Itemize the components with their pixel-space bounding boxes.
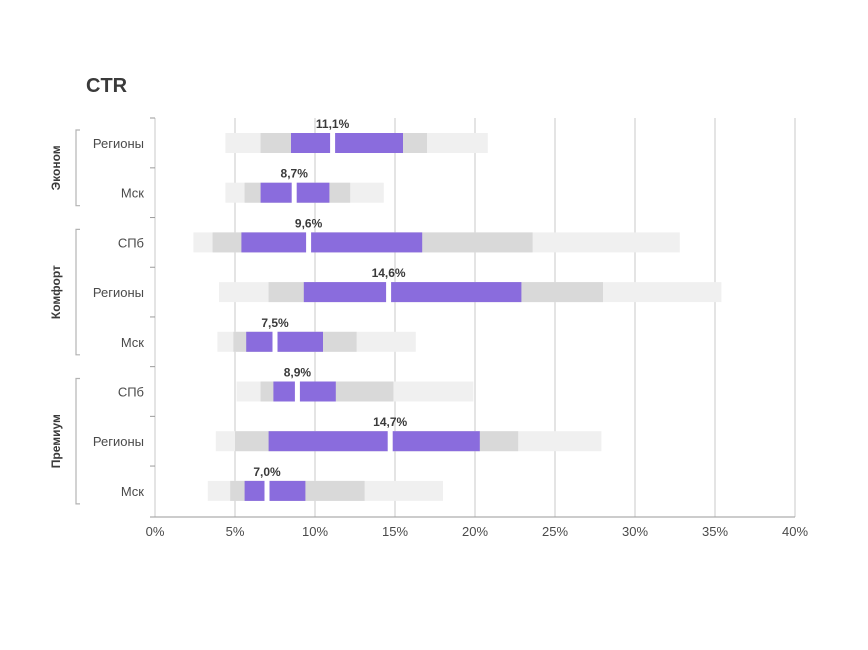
core-range-bar [273, 381, 336, 402]
chart-title: CTR [86, 75, 128, 97]
labels-layer: 11,1% Регионы 8,7% Мск 9,6% СПб 14,6% Регионы 7,… [93, 117, 408, 499]
median-data-label: 7,5% [261, 316, 289, 330]
x-tick-label: 10% [302, 524, 328, 539]
median-marker [306, 231, 312, 254]
median-marker [291, 181, 297, 204]
bars-layer [193, 132, 722, 502]
median-marker [387, 430, 393, 453]
group-bracket [75, 129, 80, 207]
x-tick-label: 5% [226, 524, 245, 539]
group-label: Эконом [49, 145, 63, 190]
median-marker [330, 132, 336, 154]
median-data-label: 14,6% [372, 266, 406, 280]
row-label: Мск [121, 186, 144, 201]
median-data-label: 7,0% [253, 465, 281, 479]
x-tick-label: 40% [782, 524, 808, 539]
x-tick-label: 15% [382, 524, 408, 539]
median-marker [264, 479, 270, 502]
median-data-label: 9,6% [295, 216, 323, 230]
row-label: СПб [118, 385, 144, 400]
core-range-bar [241, 232, 423, 253]
median-data-label: 8,7% [281, 167, 309, 181]
x-tick-label: 30% [622, 524, 648, 539]
group-bracket [75, 377, 80, 505]
row-label: Регионы [93, 136, 144, 151]
x-tick-label: 25% [542, 524, 568, 539]
median-data-label: 8,9% [284, 366, 312, 380]
grid-layer [154, 118, 796, 517]
core-range-bar [244, 480, 306, 501]
x-tick-label: 35% [702, 524, 728, 539]
row-label: Мск [121, 484, 144, 499]
core-range-bar [291, 133, 403, 153]
core-range-bar [303, 282, 522, 303]
group-label: Комфорт [49, 265, 63, 319]
median-marker [272, 330, 278, 353]
row-label: Мск [121, 335, 144, 350]
median-data-label: 14,7% [373, 415, 407, 429]
x-tick-label: 0% [146, 524, 165, 539]
median-marker [294, 380, 300, 403]
core-range-bar [268, 431, 480, 452]
x-tick-label: 20% [462, 524, 488, 539]
median-data-label: 11,1% [316, 117, 350, 131]
row-label: Регионы [93, 434, 144, 449]
median-marker [386, 281, 392, 304]
row-label: СПб [118, 235, 144, 250]
row-label: Регионы [93, 285, 144, 300]
core-range-bar [246, 331, 323, 352]
group-label: Премиум [49, 414, 63, 468]
x-axis: 0% 5% 10% 15% 20% 25% 30% 35% 40% [146, 117, 808, 539]
group-brackets: Эконом Комфорт Премиум [49, 129, 80, 505]
group-bracket [75, 228, 80, 356]
